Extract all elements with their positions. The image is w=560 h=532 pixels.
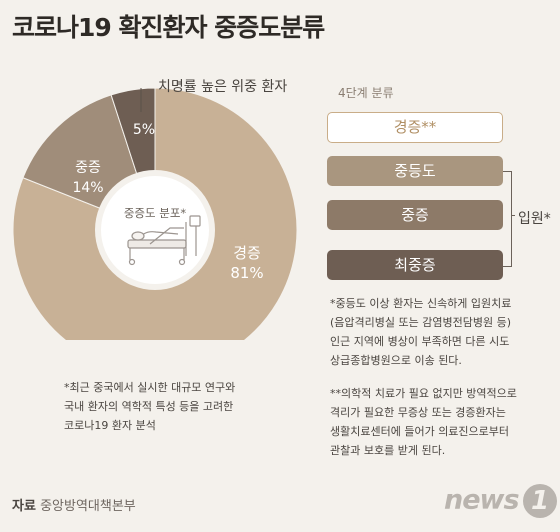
severe-percent-label: 14% [72,180,104,196]
admission-bracket-stub [511,215,515,216]
left-note-line: 국내 환자의 역학적 특성 등을 고려한 [64,400,234,413]
mild-segment-name: 경증 [233,244,261,262]
left-note-line: 코로나19 환자 분석 [64,419,156,432]
slice-mild [12,87,298,340]
left-note: *최근 중국에서 실시한 대규모 연구와 국내 환자의 역학적 특성 등을 고려… [64,378,235,435]
severe-segment-name: 중증 [75,160,101,176]
hospital-bed-icon [127,215,201,266]
critical-percent-label: 5% [132,122,156,138]
right-note-line: (음압격리병실 또는 감염병전담병원 등) [330,316,511,329]
stage-severe: 중증 [327,200,503,230]
stage-moderate: 중등도 [327,156,503,186]
right-note-1: *중등도 이상 환자는 신속하게 입원치료 (음압격리병실 또는 감염병전담병원… [330,294,511,370]
right-note-line: **의학적 치료가 필요 없지만 방역적으로 [330,387,517,400]
right-note-line: 격리가 필요한 무증상 또는 경증환자는 [330,406,506,419]
source-value: 중앙방역대책본부 [40,499,136,514]
logo-mark: 1 [522,484,557,518]
donut-inner-disc [101,176,209,284]
right-note-line: 관찰과 보호를 받게 된다. [330,444,446,457]
right-note-2: **의학적 치료가 필요 없지만 방역적으로 격리가 필요한 무증상 또는 경증… [330,384,517,460]
admission-label: 입원* [518,211,551,227]
admission-bracket [503,171,512,267]
severe-segment-label: 중증 14% [60,158,116,198]
source-label: 자료 [12,499,36,514]
stage-mild: 경증** [327,112,503,143]
donut-chart [12,87,298,340]
stage-title: 4단계 분류 [338,86,394,100]
right-note-line: *중등도 이상 환자는 신속하게 입원치료 [330,297,512,310]
stage-critical: 최중증 [327,250,503,280]
right-note-line: 상급종합병원으로 이송 된다. [330,354,462,367]
logo-text: news [444,484,520,516]
right-note-line: 생활치료센터에 들어가 의료진으로부터 [330,425,510,438]
source-credit: 자료 중앙방역대책본부 [12,495,136,514]
right-note-line: 인근 지역에 병상이 부족하면 다른 시도 [330,335,510,348]
mild-segment-label: 경증 81% [220,243,274,283]
left-note-line: *최근 중국에서 실시한 대규모 연구와 [64,381,236,394]
page-title: 코로나19 확진환자 중증도분류 [12,13,325,42]
critical-callout-label: 치명률 높은 위중 환자 [158,79,288,95]
news1-logo: news 1 [444,484,557,518]
mild-percent-label: 81% [230,264,264,282]
distribution-label: 중증도 분포* [123,206,187,220]
